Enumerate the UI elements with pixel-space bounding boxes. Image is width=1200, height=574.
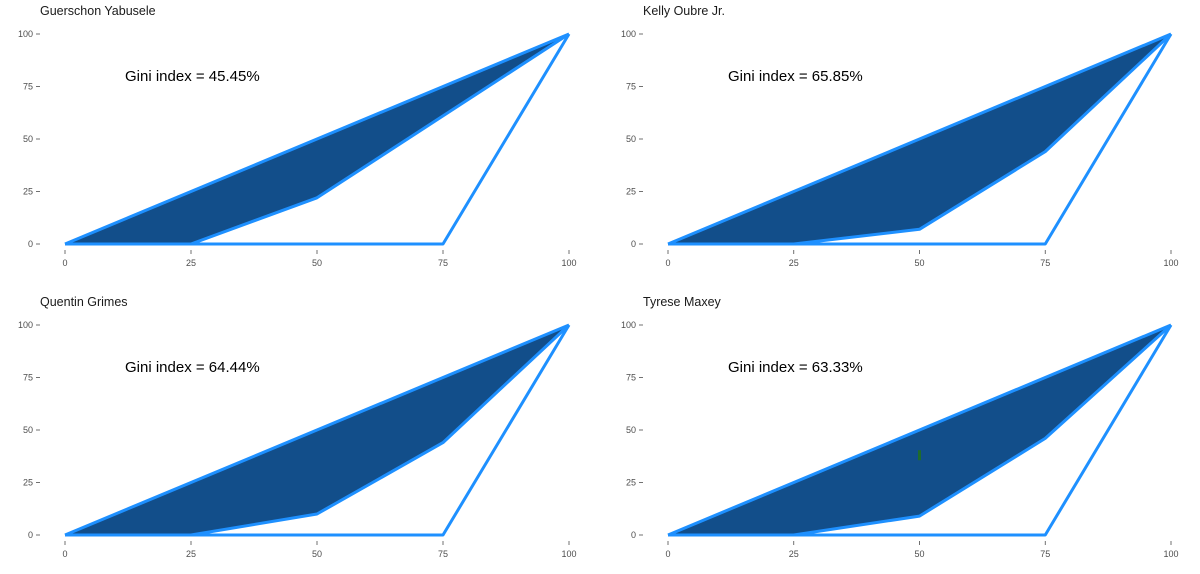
gini-index-label: Gini index = 64.44% bbox=[125, 359, 260, 376]
panel-title: Kelly Oubre Jr. bbox=[643, 4, 725, 18]
equality-line bbox=[667, 323, 1172, 537]
y-tick-label: 50 bbox=[626, 134, 636, 144]
y-tick-label: 0 bbox=[631, 530, 636, 540]
x-tick-label: 0 bbox=[62, 549, 67, 559]
lorenz-curve-line bbox=[668, 32, 1173, 246]
x-tick-label: 75 bbox=[1040, 258, 1050, 268]
y-tick-label: 100 bbox=[621, 29, 636, 39]
data-marker bbox=[918, 450, 921, 461]
x-tick-label: 50 bbox=[312, 549, 322, 559]
x-tick-label: 100 bbox=[1163, 258, 1178, 268]
chart-panel-4: 0 25 50 75 100 0 25 50 75 100 Tyrese Maxey Gini ind… bbox=[621, 295, 1179, 559]
lorenz-curve-line bbox=[65, 323, 571, 537]
x-tick-label: 0 bbox=[665, 258, 670, 268]
x-tick-label: 100 bbox=[1163, 549, 1178, 559]
x-tick-label: 100 bbox=[561, 549, 576, 559]
panel-title: Guerschon Yabusele bbox=[40, 4, 156, 18]
panel-title: Tyrese Maxey bbox=[643, 295, 722, 309]
x-tick-label: 0 bbox=[665, 549, 670, 559]
x-tick-label: 75 bbox=[1040, 549, 1050, 559]
y-tick-label: 25 bbox=[23, 478, 33, 488]
x-tick-label: 50 bbox=[312, 258, 322, 268]
y-tick-label: 75 bbox=[626, 373, 636, 383]
x-tick-label: 25 bbox=[789, 258, 799, 268]
x-tick-label: 75 bbox=[438, 549, 448, 559]
y-tick-label: 0 bbox=[631, 239, 636, 249]
y-tick-label: 50 bbox=[23, 134, 33, 144]
x-tick-label: 0 bbox=[62, 258, 67, 268]
y-tick-label: 75 bbox=[626, 82, 636, 92]
y-tick-label: 75 bbox=[23, 373, 33, 383]
x-tick-label: 25 bbox=[186, 258, 196, 268]
y-tick-label: 25 bbox=[626, 478, 636, 488]
chart-panel-3: 0 25 50 75 100 0 25 50 75 100 Quentin Grimes Gini i… bbox=[18, 295, 577, 559]
gini-index-label: Gini index = 45.45% bbox=[125, 68, 260, 85]
x-tick-label: 100 bbox=[561, 258, 576, 268]
x-tick-label: 25 bbox=[789, 549, 799, 559]
gini-index-label: Gini index = 65.85% bbox=[728, 68, 863, 85]
y-tick-label: 100 bbox=[18, 320, 33, 330]
y-tick-label: 0 bbox=[28, 530, 33, 540]
lorenz-curve-line bbox=[668, 323, 1173, 537]
y-tick-label: 25 bbox=[23, 187, 33, 197]
y-tick-label: 100 bbox=[18, 29, 33, 39]
chart-panel-1: 0 25 50 75 100 0 25 50 75 100 Guerschon Yabusele Gi… bbox=[18, 4, 577, 268]
equality-line bbox=[64, 32, 570, 246]
equality-line bbox=[64, 323, 570, 537]
x-tick-label: 25 bbox=[186, 549, 196, 559]
x-tick-label: 50 bbox=[914, 549, 924, 559]
y-tick-label: 25 bbox=[626, 187, 636, 197]
y-tick-label: 0 bbox=[28, 239, 33, 249]
panel-title: Quentin Grimes bbox=[40, 295, 128, 309]
lorenz-curve-line bbox=[65, 32, 570, 246]
y-tick-label: 50 bbox=[626, 425, 636, 435]
x-tick-label: 50 bbox=[914, 258, 924, 268]
chart-panel-2: 0 25 50 75 100 0 25 50 75 100 Kelly Oubre Jr. Gini … bbox=[621, 4, 1179, 268]
equality-line bbox=[667, 32, 1172, 246]
y-tick-label: 75 bbox=[23, 82, 33, 92]
gini-index-label: Gini index = 63.33% bbox=[728, 359, 863, 376]
y-tick-label: 50 bbox=[23, 425, 33, 435]
x-tick-label: 75 bbox=[438, 258, 448, 268]
y-tick-label: 100 bbox=[621, 320, 636, 330]
